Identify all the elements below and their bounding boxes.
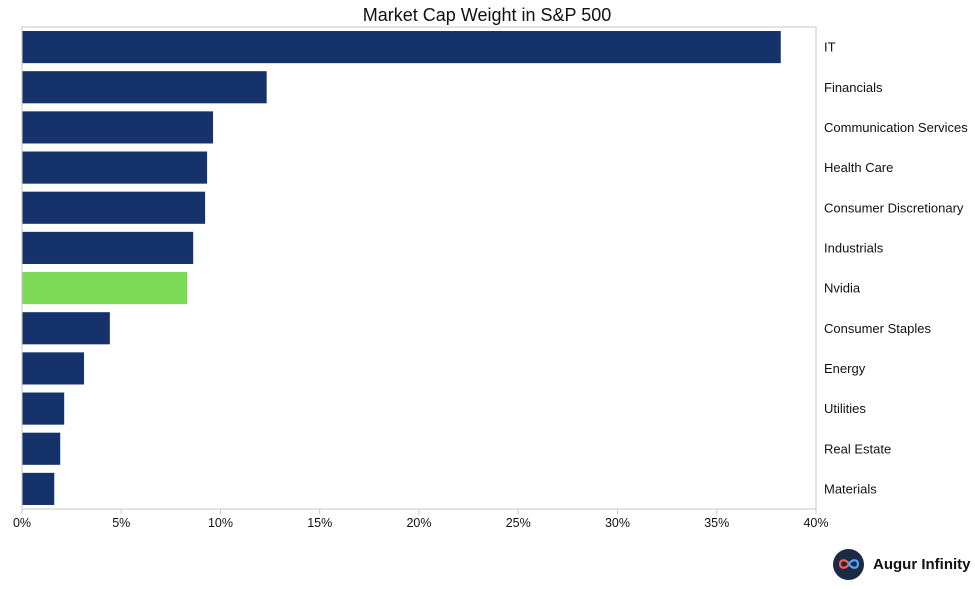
- bar-consumer-discretionary: [22, 191, 206, 224]
- brand: Augur Infinity: [833, 548, 971, 580]
- category-label-financials: Financials: [824, 80, 883, 95]
- category-label-energy: Energy: [824, 361, 866, 376]
- bar-nvidia: [22, 272, 188, 305]
- bar-financials: [22, 71, 267, 104]
- x-tick-label: 30%: [605, 516, 630, 530]
- bar-energy: [22, 352, 85, 385]
- category-label-nvidia: Nvidia: [824, 281, 861, 296]
- bar-it: [22, 31, 781, 64]
- category-label-health-care: Health Care: [824, 160, 893, 175]
- chart-title: Market Cap Weight in S&P 500: [363, 5, 611, 25]
- category-label-utilities: Utilities: [824, 401, 866, 416]
- category-label-materials: Materials: [824, 481, 877, 496]
- category-label-it: IT: [824, 40, 836, 55]
- x-tick-label: 20%: [406, 516, 431, 530]
- x-tick-label: 25%: [506, 516, 531, 530]
- bar-health-care: [22, 151, 208, 184]
- x-tick-label: 10%: [208, 516, 233, 530]
- bar-materials: [22, 472, 55, 505]
- infinity-icon: [833, 548, 864, 580]
- category-label-real-estate: Real Estate: [824, 441, 891, 456]
- x-tick-label: 15%: [307, 516, 332, 530]
- category-label-industrials: Industrials: [824, 240, 884, 255]
- category-label-communication-services: Communication Services: [824, 120, 968, 135]
- brand-name: Augur Infinity: [873, 555, 971, 573]
- category-label-consumer-staples: Consumer Staples: [824, 321, 931, 336]
- bar-consumer-staples: [22, 312, 110, 345]
- x-tick-label: 0%: [13, 516, 31, 530]
- bar-real-estate: [22, 432, 61, 465]
- x-tick-label: 35%: [704, 516, 729, 530]
- bar-utilities: [22, 392, 65, 425]
- x-tick-label: 5%: [112, 516, 130, 530]
- x-tick-label: 40%: [803, 516, 828, 530]
- bar-communication-services: [22, 111, 214, 144]
- category-label-consumer-discretionary: Consumer Discretionary: [824, 200, 964, 215]
- bar-industrials: [22, 231, 194, 264]
- plot-area: IT Financials Communication Services Health…: [13, 26, 968, 530]
